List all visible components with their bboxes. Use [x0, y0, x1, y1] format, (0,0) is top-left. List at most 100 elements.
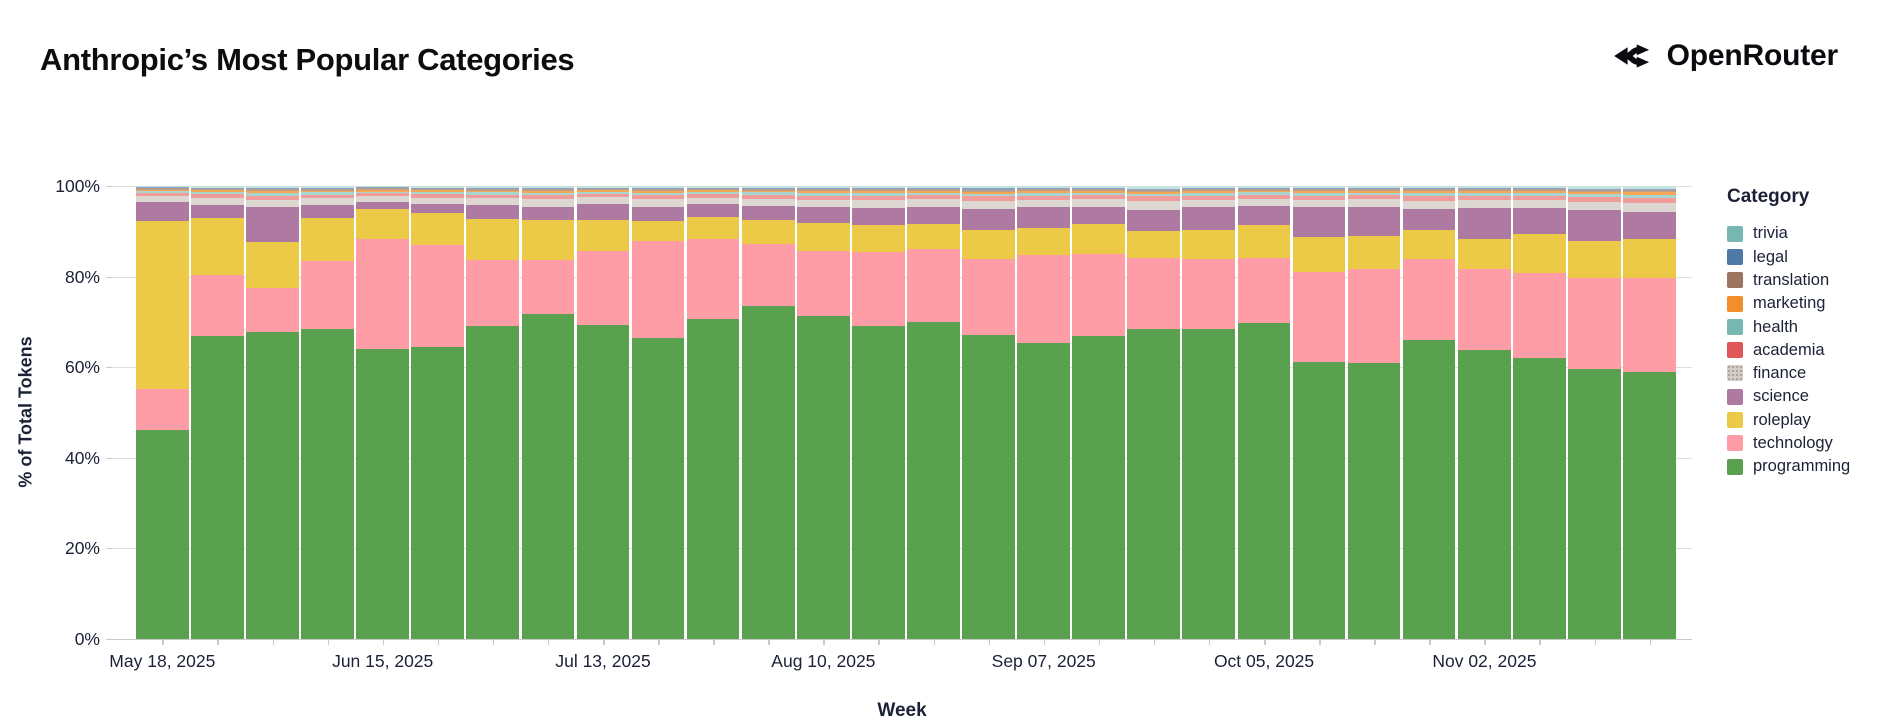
bar-segment-trivia[interactable] — [1182, 186, 1236, 189]
bar-segment-science[interactable] — [1237, 205, 1291, 225]
bar-segment-trivia[interactable] — [1512, 186, 1566, 189]
bar-segment-translation[interactable] — [686, 188, 740, 191]
bar-segment-marketing[interactable] — [1347, 190, 1401, 193]
bar-segment-science[interactable] — [411, 204, 465, 214]
bar-segment-trivia[interactable] — [1623, 186, 1676, 189]
bar-segment-legal[interactable] — [962, 188, 1015, 190]
bar-segment-finance[interactable] — [1237, 198, 1291, 206]
bar-segment-programming[interactable] — [741, 306, 795, 639]
bar-segment-roleplay[interactable] — [1182, 229, 1236, 259]
legend-item-health[interactable]: health — [1727, 315, 1877, 338]
bar-segment-translation[interactable] — [1457, 189, 1511, 192]
bar-segment-marketing[interactable] — [576, 190, 630, 192]
bar-segment-translation[interactable] — [411, 188, 465, 191]
bar-segment-technology[interactable] — [686, 239, 740, 320]
bar-segment-finance[interactable] — [686, 197, 740, 205]
bar-segment-technology[interactable] — [1072, 253, 1126, 336]
bar-segment-roleplay[interactable] — [1127, 230, 1181, 258]
bar-segment-trivia[interactable] — [741, 186, 795, 189]
bar-segment-translation[interactable] — [521, 188, 575, 191]
bar-segment-finance[interactable] — [136, 196, 189, 202]
bar-segment-science[interactable] — [301, 205, 354, 218]
bar-segment-academia[interactable] — [1127, 196, 1181, 201]
bar-segment-roleplay[interactable] — [301, 217, 354, 261]
bar-segment-academia[interactable] — [356, 193, 409, 197]
openrouter-logo[interactable]: OpenRouter — [1610, 36, 1838, 76]
bar-segment-programming[interactable] — [1512, 358, 1566, 639]
bar-segment-science[interactable] — [631, 206, 685, 221]
bar-segment-health[interactable] — [907, 192, 960, 196]
bar-segment-programming[interactable] — [631, 337, 685, 639]
bar-segment-translation[interactable] — [1292, 189, 1346, 192]
bar-segment-marketing[interactable] — [521, 190, 575, 193]
legend-item-legal[interactable]: legal — [1727, 245, 1877, 268]
bar-segment-technology[interactable] — [191, 275, 244, 336]
bar-segment-translation[interactable] — [741, 189, 795, 191]
bar-segment-marketing[interactable] — [1237, 190, 1291, 193]
bar-segment-technology[interactable] — [356, 239, 409, 350]
bar-segment-roleplay[interactable] — [962, 229, 1015, 260]
bar-segment-roleplay[interactable] — [1072, 224, 1126, 254]
bar-segment-translation[interactable] — [1017, 189, 1070, 192]
bar-segment-science[interactable] — [1457, 208, 1511, 240]
bar-segment-academia[interactable] — [301, 194, 354, 199]
bar-segment-translation[interactable] — [1568, 190, 1621, 192]
bar-segment-health[interactable] — [1512, 193, 1566, 196]
bar-segment-technology[interactable] — [1512, 272, 1566, 359]
bar-segment-marketing[interactable] — [411, 190, 465, 192]
bar-segment-programming[interactable] — [686, 319, 740, 639]
bar-segment-marketing[interactable] — [796, 191, 850, 194]
bar-segment-science[interactable] — [521, 206, 575, 220]
bar-segment-finance[interactable] — [521, 199, 575, 207]
bar-segment-trivia[interactable] — [1457, 186, 1511, 189]
bar-segment-roleplay[interactable] — [246, 241, 299, 289]
bar-segment-science[interactable] — [1182, 207, 1236, 230]
bar-segment-health[interactable] — [576, 191, 630, 194]
bar-segment-translation[interactable] — [1402, 189, 1456, 192]
bar-segment-finance[interactable] — [631, 199, 685, 207]
legend-item-translation[interactable]: translation — [1727, 269, 1877, 292]
bar-segment-health[interactable] — [1072, 192, 1126, 196]
bar-segment-health[interactable] — [1182, 193, 1236, 196]
bar-segment-trivia[interactable] — [1072, 186, 1126, 188]
bar-segment-science[interactable] — [1402, 208, 1456, 230]
bar-segment-roleplay[interactable] — [1292, 237, 1346, 272]
bar-segment-translation[interactable] — [1512, 189, 1566, 192]
bar-segment-roleplay[interactable] — [631, 220, 685, 241]
bar-segment-trivia[interactable] — [1402, 186, 1456, 189]
bar-segment-programming[interactable] — [1457, 350, 1511, 639]
bar-segment-science[interactable] — [1292, 207, 1346, 238]
bar-segment-programming[interactable] — [1623, 371, 1676, 639]
bar-segment-academia[interactable] — [1457, 195, 1511, 201]
bar-segment-programming[interactable] — [1347, 363, 1401, 639]
bar-segment-legal[interactable] — [1568, 188, 1621, 191]
bar-segment-science[interactable] — [246, 207, 299, 242]
bar-segment-legal[interactable] — [466, 188, 520, 190]
bar-segment-trivia[interactable] — [191, 186, 244, 188]
bar-segment-finance[interactable] — [466, 198, 520, 206]
bar-segment-trivia[interactable] — [631, 186, 685, 188]
bar-segment-academia[interactable] — [741, 194, 795, 199]
legend-item-academia[interactable]: academia — [1727, 338, 1877, 361]
bar-segment-marketing[interactable] — [907, 190, 960, 193]
bar-segment-academia[interactable] — [1182, 195, 1236, 200]
bar-segment-finance[interactable] — [907, 199, 960, 207]
bar-segment-roleplay[interactable] — [1568, 240, 1621, 278]
bar-segment-programming[interactable] — [576, 325, 630, 639]
bar-segment-translation[interactable] — [1072, 188, 1126, 191]
bar-segment-health[interactable] — [1568, 194, 1621, 197]
bar-segment-academia[interactable] — [1017, 195, 1070, 200]
bar-segment-academia[interactable] — [1072, 195, 1126, 200]
bar-segment-marketing[interactable] — [1182, 191, 1236, 194]
bar-segment-academia[interactable] — [1347, 195, 1401, 200]
bar-segment-programming[interactable] — [1127, 329, 1181, 639]
bar-segment-health[interactable] — [521, 192, 575, 196]
bar-segment-technology[interactable] — [136, 388, 189, 431]
bar-segment-translation[interactable] — [191, 188, 244, 191]
bar-segment-academia[interactable] — [1623, 197, 1676, 203]
bar-segment-legal[interactable] — [301, 188, 354, 190]
bar-segment-legal[interactable] — [246, 188, 299, 190]
bar-segment-legal[interactable] — [907, 187, 960, 189]
bar-segment-technology[interactable] — [1017, 254, 1070, 344]
bar-segment-programming[interactable] — [1402, 340, 1456, 639]
